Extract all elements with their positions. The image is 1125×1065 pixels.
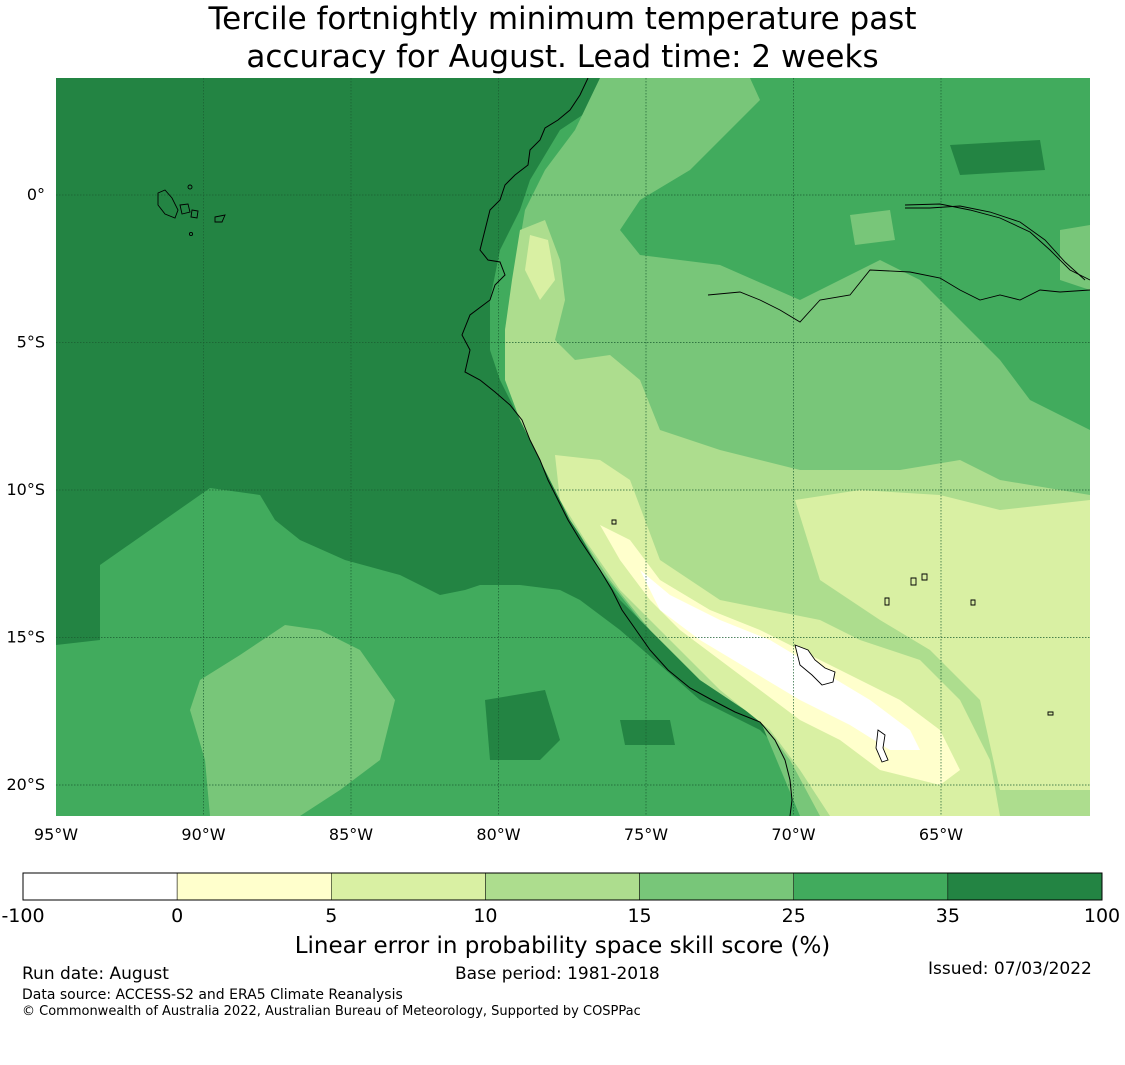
skill-region-east-weak bbox=[1060, 225, 1090, 290]
latitude-tick-label: 15°S bbox=[6, 628, 45, 647]
colorbar-tick-label: 0 bbox=[171, 905, 183, 927]
skill-region-north-weak bbox=[850, 210, 895, 245]
river-north bbox=[904, 203, 1090, 281]
base-period: Base period: 1981-2018 bbox=[455, 964, 660, 984]
colorbar-frame bbox=[22, 872, 1103, 901]
colorbar-tick-label: 5 bbox=[325, 905, 337, 927]
longitude-tick-label: 80°W bbox=[476, 825, 520, 844]
river bbox=[707, 269, 1090, 323]
map-title: Tercile fortnightly minimum temperature … bbox=[0, 0, 1125, 76]
skill-region-southwest-weak bbox=[190, 625, 395, 816]
map-figure: 0° 5°S 10°S 15°S 20°S 95°W 90°W 85°W 80°W 75°W 70… bbox=[1, 78, 1120, 927]
colorbar-title: Linear error in probability space skill … bbox=[294, 933, 831, 959]
skill-region-ocean-patch-2 bbox=[620, 720, 675, 745]
skill-region-east-very-low bbox=[795, 490, 1090, 790]
colorbar-tick-label: 35 bbox=[936, 905, 960, 927]
colorbar-swatch bbox=[331, 872, 486, 901]
skill-region-land-very-low bbox=[525, 235, 555, 300]
colorbar-tick-label: -100 bbox=[1, 905, 44, 927]
run-date: Run date: August bbox=[22, 964, 169, 984]
skill-score-map bbox=[56, 78, 1090, 816]
longitude-tick-label: 85°W bbox=[329, 825, 373, 844]
colorbar-swatch bbox=[485, 872, 640, 901]
river-north-2 bbox=[905, 205, 1086, 281]
colorbar-swatch bbox=[639, 872, 794, 901]
title-line-2: accuracy for August. Lead time: 2 weeks bbox=[246, 39, 879, 75]
coastline bbox=[461, 78, 793, 816]
latitude-tick-label: 0° bbox=[27, 185, 45, 204]
colorbar-tick-label: 100 bbox=[1084, 905, 1120, 927]
longitude-labels: 95°W 90°W 85°W 80°W 75°W 70°W 65°W bbox=[34, 825, 963, 844]
longitude-tick-label: 90°W bbox=[181, 825, 225, 844]
longitude-tick-label: 70°W bbox=[771, 825, 815, 844]
lake-poopo bbox=[875, 729, 889, 763]
skill-region-land-low bbox=[505, 220, 1090, 816]
skill-region-negative bbox=[640, 570, 920, 750]
colorbar-swatch bbox=[947, 872, 1103, 901]
colorbar: -100 0 5 10 15 25 35 100 bbox=[1, 872, 1120, 927]
longitude-tick-label: 75°W bbox=[624, 825, 668, 844]
colorbar-swatch bbox=[22, 872, 178, 901]
galapagos-islands bbox=[157, 184, 226, 237]
longitude-tick-label: 65°W bbox=[919, 825, 963, 844]
colorbar-swatch bbox=[793, 872, 949, 901]
colorbar-tick-label: 25 bbox=[782, 905, 806, 927]
latitude-labels: 0° 5°S 10°S 15°S 20°S bbox=[6, 185, 45, 794]
longitude-tick-label: 95°W bbox=[34, 825, 78, 844]
title-line-1: Tercile fortnightly minimum temperature … bbox=[208, 1, 917, 37]
latitude-tick-label: 5°S bbox=[17, 333, 45, 352]
issued-date: Issued: 07/03/2022 bbox=[928, 959, 1092, 979]
latitude-tick-label: 10°S bbox=[6, 480, 45, 499]
skill-region-ocean-patch bbox=[485, 690, 560, 760]
colorbar-tick-label: 15 bbox=[627, 905, 651, 927]
colorbar-swatch bbox=[176, 872, 332, 901]
colorbar-tick-label: 10 bbox=[473, 905, 497, 927]
lake-titicaca bbox=[794, 644, 836, 686]
latitude-tick-label: 20°S bbox=[6, 775, 45, 794]
small-lakes bbox=[611, 519, 1054, 716]
copyright: © Commonwealth of Australia 2022, Austra… bbox=[22, 1004, 641, 1019]
data-source: Data source: ACCESS-S2 and ERA5 Climate … bbox=[22, 987, 403, 1003]
graticule bbox=[56, 78, 1090, 816]
skill-region-north-strong bbox=[950, 140, 1045, 175]
